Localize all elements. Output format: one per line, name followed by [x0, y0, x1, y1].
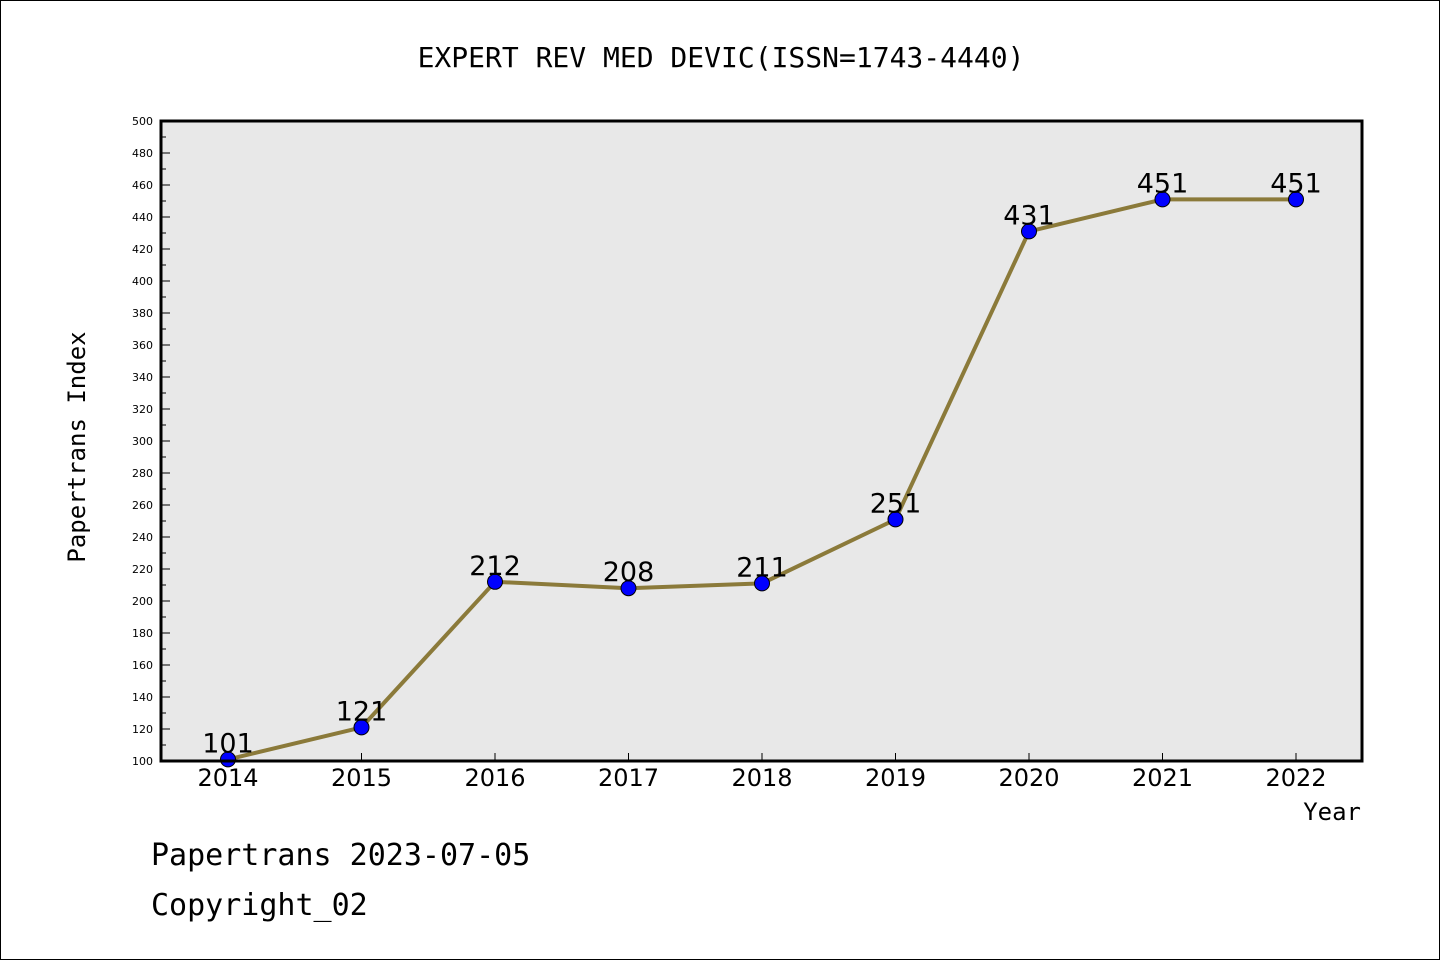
plot-border — [159, 119, 1364, 763]
data-point — [220, 751, 236, 768]
data-point — [353, 719, 370, 736]
data-point — [487, 573, 503, 590]
data-label: 208 — [603, 557, 655, 588]
data-point — [1288, 191, 1304, 208]
data-point — [620, 580, 637, 597]
series-markers — [220, 191, 1304, 768]
y-tick-label: 480 — [132, 147, 153, 160]
data-point — [754, 575, 770, 592]
x-tick-label: 2016 — [464, 764, 525, 792]
y-tick-label: 500 — [132, 115, 153, 128]
x-tick-label: 2015 — [331, 764, 392, 792]
y-tick-label: 160 — [132, 659, 153, 672]
y-tick-label: 220 — [132, 563, 153, 576]
plot-area — [161, 121, 1362, 761]
y-tick-label: 300 — [132, 435, 153, 448]
data-label: 121 — [336, 696, 388, 727]
y-tick-label: 380 — [132, 307, 153, 320]
y-tick-label: 100 — [132, 755, 153, 768]
y-tick-label: 460 — [132, 179, 153, 192]
x-axis: 2014 2015 2016 2017 2018 2019 2020 2021 2022 — [197, 753, 1327, 792]
y-tick-label: 140 — [132, 691, 153, 704]
x-tick-label: 2022 — [1265, 764, 1326, 792]
y-tick-label: 340 — [132, 371, 153, 384]
data-label: 431 — [1003, 200, 1055, 231]
y-tick-label: 200 — [132, 595, 153, 608]
y-tick-label: 320 — [132, 403, 153, 416]
y-tick-label: 240 — [132, 531, 153, 544]
y-tick-label: 440 — [132, 211, 153, 224]
x-tick-label: 2019 — [865, 764, 926, 792]
footer-date: Papertrans 2023-07-05 — [151, 838, 530, 873]
data-label: 212 — [469, 551, 521, 582]
y-tick-label: 400 — [132, 275, 153, 288]
data-point — [887, 511, 904, 528]
y-tick-label: 280 — [132, 467, 153, 480]
x-tick-label: 2020 — [998, 764, 1059, 792]
x-tick-label: 2021 — [1132, 764, 1193, 792]
data-label: 451 — [1137, 168, 1189, 199]
chart-title: EXPERT REV MED DEVIC(ISSN=1743-4440) — [418, 41, 1025, 74]
data-label: 101 — [202, 728, 254, 759]
x-axis-label: Year — [1303, 798, 1361, 826]
x-tick-label: 2018 — [731, 764, 792, 792]
data-label: 451 — [1270, 168, 1322, 199]
y-tick-label: 260 — [132, 499, 153, 512]
y-tick-label: 120 — [132, 723, 153, 736]
y-axis-label: Papertrans Index — [63, 331, 91, 562]
data-point — [1154, 191, 1171, 208]
y-axis: 100 120 140 160 180 200 220 240 260 280 300 320 340 3… — [132, 115, 170, 768]
footer-copyright: Copyright_02 — [151, 888, 368, 923]
y-tick-label: 360 — [132, 339, 153, 352]
y-tick-label: 420 — [132, 243, 153, 256]
data-labels: 101 121 212 208 211 251 431 451 451 — [202, 168, 1322, 759]
x-tick-label: 2014 — [197, 764, 258, 792]
y-tick-label: 180 — [132, 627, 153, 640]
data-point — [1021, 223, 1037, 240]
data-label: 251 — [870, 488, 922, 519]
x-tick-label: 2017 — [598, 764, 659, 792]
data-label: 211 — [736, 552, 788, 583]
